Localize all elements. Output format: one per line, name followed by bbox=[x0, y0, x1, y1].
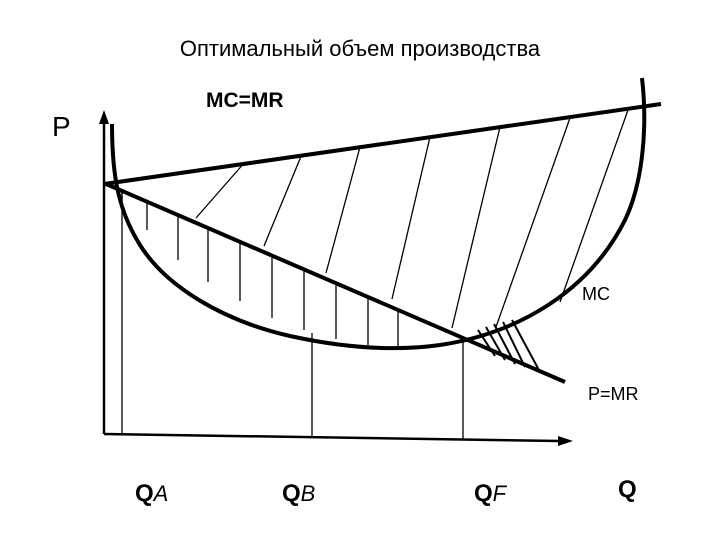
small-hatch-line bbox=[502, 321, 526, 368]
quantity-axis-arrow bbox=[558, 436, 573, 446]
diagram-title: Оптимальный объем производства bbox=[179, 36, 541, 61]
upper-hatch-line bbox=[325, 146, 361, 274]
price-axis-arrow bbox=[99, 110, 109, 124]
qf-label-sub: F bbox=[492, 481, 507, 506]
upper-hatching bbox=[195, 109, 629, 329]
lower-hatching bbox=[121, 190, 399, 348]
qf-label: QF bbox=[474, 482, 506, 506]
upper-hatch-line bbox=[559, 109, 629, 303]
quantity-axis-label: Q bbox=[618, 476, 637, 503]
quantity-axis bbox=[103, 432, 561, 443]
small-hatch-line bbox=[511, 319, 541, 373]
upper-hatch-line bbox=[391, 136, 431, 300]
price-marginal-revenue-line bbox=[105, 182, 566, 384]
upper-hatch-line bbox=[451, 126, 501, 329]
upper-hatch-line bbox=[263, 153, 303, 247]
upper-hatch-line bbox=[495, 117, 571, 328]
qa-label: QA bbox=[135, 482, 168, 506]
qb-label-sub: B bbox=[300, 481, 316, 506]
price-axis-label: P bbox=[52, 111, 71, 142]
mc-equals-mr-label: MC=MR bbox=[206, 89, 284, 112]
mc-curve-label: MC bbox=[582, 284, 610, 304]
qf-label-main: Q bbox=[474, 480, 493, 507]
p-equals-mr-label: P=MR bbox=[588, 384, 639, 404]
quantity-drop-lines bbox=[121, 192, 464, 440]
qb-label: QB bbox=[282, 482, 315, 506]
upper-straight-line bbox=[103, 102, 662, 186]
marginal-cost-curve bbox=[110, 77, 647, 351]
qb-label-main: Q bbox=[282, 480, 301, 507]
qa-label-sub: A bbox=[153, 481, 169, 506]
qa-label-main: Q bbox=[135, 480, 154, 507]
upper-hatch-line bbox=[195, 161, 246, 219]
